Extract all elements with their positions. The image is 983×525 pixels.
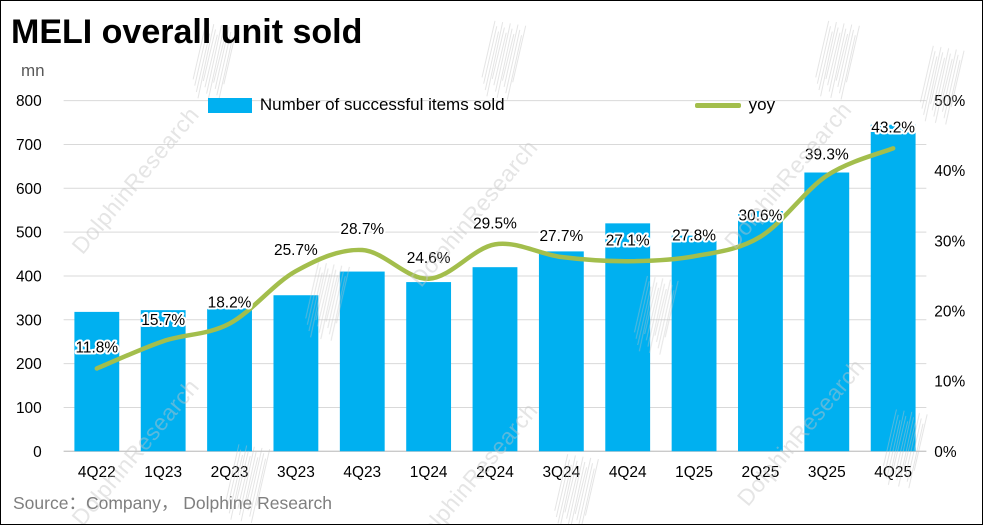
- yoy-data-label: 15.7%: [141, 312, 185, 329]
- watermark-scratches: [815, 20, 860, 100]
- bar: [804, 172, 850, 452]
- yoy-data-label: 25.7%: [274, 242, 318, 259]
- right-axis-ticks: 0% 10% 20% 30% 40% 50%: [934, 93, 965, 461]
- source-note: Source：Company， Dolphine Research: [13, 493, 333, 513]
- legend-item-line: yoy: [694, 95, 776, 115]
- watermark-scratches: [919, 45, 965, 125]
- yoy-data-label: 11.8%: [75, 340, 118, 357]
- x-axis-label: 4Q23: [343, 464, 381, 481]
- yoy-data-label: 29.5%: [473, 215, 517, 232]
- left-axis-tick-label: 0: [33, 444, 42, 461]
- right-axis-tick-label: 0%: [934, 444, 957, 461]
- x-axis-label: 1Q25: [675, 464, 713, 481]
- bar: [339, 271, 385, 452]
- yoy-data-label: 18.2%: [208, 295, 252, 312]
- x-axis-label: 1Q23: [144, 464, 182, 481]
- right-axis-tick-label: 20%: [934, 303, 965, 320]
- line-series-swatch: [694, 102, 741, 108]
- bar: [207, 308, 252, 452]
- left-axis-ticks: 0 100 200 300 400 500 600 700 800: [16, 93, 42, 461]
- yoy-line: [94, 146, 896, 371]
- left-axis-tick-label: 100: [16, 400, 42, 417]
- x-axis-label: 2Q25: [742, 464, 780, 481]
- x-axis-labels: 4Q22 1Q23 2Q23 3Q23 4Q23 1Q24 2Q24 3Q24 4Q24 1Q25…: [78, 464, 912, 481]
- yoy-data-label: 30.6%: [739, 208, 783, 225]
- watermark-scratches: [554, 454, 599, 524]
- left-axis-tick-label: 500: [16, 225, 42, 242]
- x-axis-label: 3Q25: [808, 464, 846, 481]
- x-axis-label: 3Q24: [542, 464, 580, 481]
- bar-series-swatch: [207, 97, 252, 113]
- left-axis-tick-label: 400: [16, 268, 42, 285]
- left-axis-tick-label: 600: [16, 181, 42, 198]
- x-axis-label: 4Q24: [609, 464, 647, 481]
- bar: [671, 235, 717, 452]
- bar: [538, 251, 584, 452]
- bar: [870, 124, 916, 452]
- legend-item-bars: Number of successful items sold: [207, 95, 505, 115]
- left-axis-tick-label: 200: [16, 356, 42, 373]
- x-axis-label: 4Q25: [874, 464, 912, 481]
- watermark-scratches: [192, 22, 238, 102]
- x-axis-label: 2Q24: [476, 464, 514, 481]
- yoy-data-label: 28.7%: [340, 221, 384, 238]
- left-axis-tick-label: 700: [16, 137, 42, 154]
- yoy-data-label: 27.7%: [539, 228, 583, 245]
- x-axis-label: 4Q22: [78, 464, 116, 481]
- left-axis-unit-label: mn: [21, 61, 45, 80]
- right-axis-tick-label: 10%: [934, 374, 965, 391]
- right-axis-tick-label: 30%: [934, 233, 965, 250]
- legend-label-line: yoy: [748, 95, 776, 114]
- yoy-data-labels: 11.8% 15.7% 18.2% 25.7% 28.7% 24.6% 29.5% 27.7%…: [74, 117, 918, 358]
- legend: Number of successful items sold yoy: [1, 95, 982, 115]
- right-axis-tick-label: 40%: [934, 163, 965, 180]
- yoy-data-label: 27.8%: [672, 227, 716, 244]
- watermark-scratches: [305, 261, 350, 341]
- left-axis-tick-label: 300: [16, 312, 42, 329]
- watermark-scratches: [882, 409, 928, 489]
- bar: [472, 267, 518, 452]
- yoy-data-label: 27.1%: [606, 232, 650, 249]
- x-axis-label: 2Q23: [211, 464, 249, 481]
- bar: [74, 311, 120, 452]
- watermark-scratches: [633, 275, 679, 355]
- yoy-data-label: 24.6%: [407, 250, 451, 267]
- chart-title: MELI overall unit sold: [11, 13, 363, 51]
- yoy-data-label: 43.2%: [871, 119, 915, 136]
- bar: [406, 282, 452, 452]
- watermark-text: DolphinResearch: [66, 102, 204, 259]
- legend-label-bars: Number of successful items sold: [259, 95, 505, 114]
- bar: [140, 310, 186, 452]
- watermark-scratches: [225, 444, 271, 524]
- yoy-data-label: 39.3%: [805, 147, 849, 164]
- x-axis-label: 3Q23: [277, 464, 315, 481]
- bar: [605, 223, 651, 452]
- watermark-scratches: [481, 20, 527, 100]
- right-axis-tick-label: 50%: [934, 93, 965, 110]
- left-axis-tick-label: 800: [16, 93, 42, 110]
- bar: [738, 211, 783, 452]
- bar: [273, 295, 319, 452]
- x-axis-label: 1Q24: [410, 464, 448, 481]
